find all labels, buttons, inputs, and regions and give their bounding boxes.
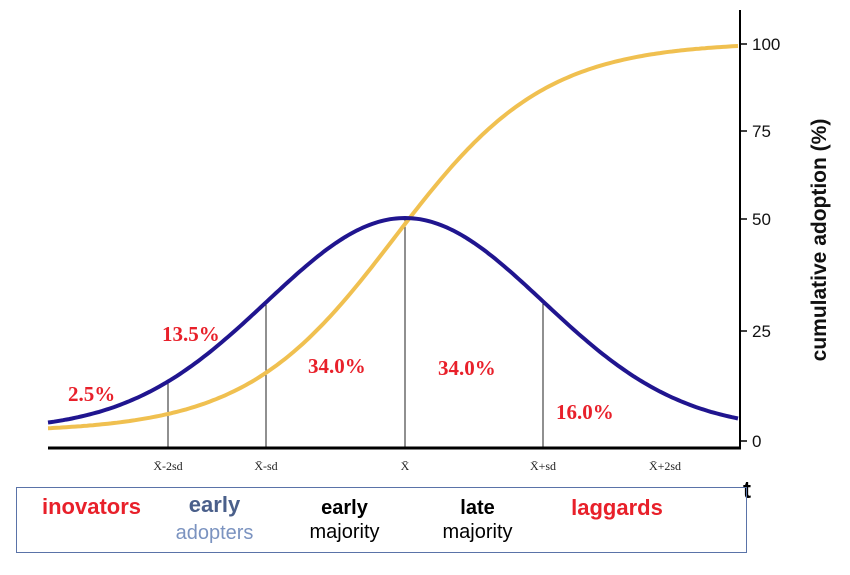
y-tick-label: 50 [752, 210, 771, 229]
adopter-categories-legend: inovators early adopters early majority … [16, 487, 747, 553]
pct-label-laggards: 16.0% [556, 400, 614, 424]
x-tick-label: X̄+2sd [649, 459, 681, 473]
x-tick-label: X̄-sd [254, 459, 277, 473]
y-tick-label: 0 [752, 432, 761, 451]
adoption-bell-curve [47, 215, 739, 425]
legend-early-adopters-line1: early [188, 492, 241, 517]
legend-early-adopters-line2: adopters [175, 522, 254, 544]
legend-laggards: laggards [571, 495, 663, 520]
y-tick-label: 25 [752, 322, 771, 341]
cumulative-adoption-curve [47, 44, 739, 431]
pct-label-early-majority: 34.0% [308, 354, 366, 378]
legend-early-majority-line1: early [321, 497, 368, 519]
x-tick-label: X̄+sd [530, 459, 556, 473]
x-tick-label: X̄-2sd [153, 459, 182, 473]
y-tick-label: 100 [752, 35, 780, 54]
x-axis-title: t [743, 477, 751, 504]
x-tick-label: X̄ [401, 459, 410, 473]
legend-inovators: inovators [41, 494, 142, 519]
y-axis-title: cumulative adoption (%) [808, 119, 831, 362]
y-tick-label: 75 [752, 122, 771, 141]
pct-label-early-adopters: 13.5% [162, 322, 220, 346]
legend-late-majority-line1: late [460, 497, 495, 519]
legend-early-majority-line2: majority [309, 521, 380, 543]
pct-label-late-majority: 34.0% [438, 356, 496, 380]
pct-label-innovators: 2.5% [68, 382, 115, 406]
legend-late-majority-line2: majority [442, 521, 513, 543]
